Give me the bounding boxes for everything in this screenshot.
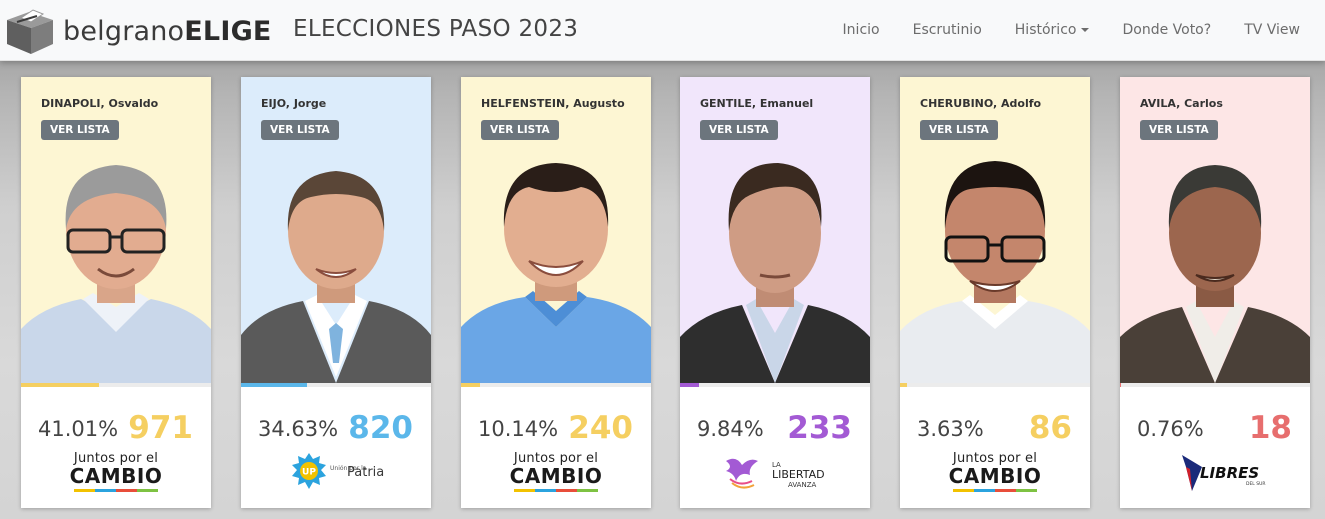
candidate-name: AVILA, Carlos bbox=[1140, 97, 1223, 110]
party-small: LA bbox=[772, 461, 781, 469]
candidate-name: EIJO, Jorge bbox=[261, 97, 327, 110]
vote-percent: 3.63% bbox=[917, 417, 984, 441]
card-header: GENTILE, Emanuel VER LISTA bbox=[680, 77, 870, 383]
candidate-card-dinapoli: DINAPOLI, Osvaldo VER LISTA 41.01% 971 J… bbox=[21, 77, 211, 508]
party-main: LIBRES bbox=[1200, 464, 1259, 482]
nav-historico[interactable]: Histórico bbox=[1015, 22, 1090, 38]
party-line-2: CAMBIO bbox=[948, 464, 1042, 488]
page-title: ELECCIONES PASO 2023 bbox=[293, 16, 579, 42]
card-header: HELFENSTEIN, Augusto VER LISTA bbox=[461, 77, 651, 383]
party-line-1: Juntos por el bbox=[73, 451, 159, 466]
vote-percent: 41.01% bbox=[38, 417, 119, 441]
card-header: EIJO, Jorge VER LISTA bbox=[241, 77, 431, 383]
vote-share-fill bbox=[680, 383, 699, 387]
candidate-card-avila: AVILA, Carlos VER LISTA 0.76% 18 LIBRES … bbox=[1120, 77, 1310, 508]
candidate-card-cherubino: CHERUBINO, Adolfo VER LISTA 3.63% 86 Jun… bbox=[900, 77, 1090, 508]
party-logo-la-libertad-avanza: LA LIBERTAD AVANZA bbox=[680, 451, 870, 495]
party-logo-juntos-por-el-cambio: Juntos por el CAMBIO bbox=[461, 451, 651, 495]
party-color-stripe bbox=[953, 489, 1037, 492]
party-line-2: CAMBIO bbox=[69, 464, 163, 488]
ver-lista-button[interactable]: VER LISTA bbox=[1140, 120, 1218, 140]
vote-share-bar bbox=[21, 383, 211, 387]
vote-count: 971 bbox=[128, 410, 193, 446]
ver-lista-button[interactable]: VER LISTA bbox=[481, 120, 559, 140]
vote-count: 233 bbox=[787, 410, 852, 446]
brand-logo[interactable]: belgranoELIGE bbox=[3, 6, 272, 56]
brand-name: belgranoELIGE bbox=[63, 16, 272, 47]
vote-share-fill bbox=[241, 383, 307, 387]
vote-share-bar bbox=[1120, 383, 1310, 387]
vote-count: 820 bbox=[348, 410, 413, 446]
party-main: Patria bbox=[347, 465, 384, 480]
party-small: Unión por la bbox=[330, 465, 367, 472]
vote-share-bar bbox=[900, 383, 1090, 387]
vote-percent: 34.63% bbox=[258, 417, 339, 441]
brand-light: belgrano bbox=[63, 15, 185, 47]
candidate-card-gentile: GENTILE, Emanuel VER LISTA 9.84% 233 LA … bbox=[680, 77, 870, 508]
party-logo-union-por-la-patria: UP Unión por la Patria bbox=[241, 451, 431, 495]
party-logo-libres-del-sur: LIBRES DEL SUR bbox=[1120, 451, 1310, 495]
party-logo-juntos-por-el-cambio: Juntos por el CAMBIO bbox=[21, 451, 211, 495]
vote-count: 86 bbox=[1028, 410, 1072, 446]
candidate-portrait-icon bbox=[1120, 165, 1310, 383]
candidate-card-eijo: EIJO, Jorge VER LISTA 34.63% 820 UP Unió… bbox=[241, 77, 431, 508]
card-header: CHERUBINO, Adolfo VER LISTA bbox=[900, 77, 1090, 383]
candidate-name: GENTILE, Emanuel bbox=[700, 97, 814, 110]
candidate-portrait-icon bbox=[461, 163, 651, 383]
ver-lista-button[interactable]: VER LISTA bbox=[261, 120, 339, 140]
vote-share-fill bbox=[900, 383, 907, 387]
party-color-stripe bbox=[514, 489, 598, 492]
candidate-portrait-icon bbox=[900, 161, 1090, 383]
nav-tv-view[interactable]: TV View bbox=[1244, 22, 1300, 38]
party-sub: DEL SUR bbox=[1246, 481, 1266, 487]
vote-count: 18 bbox=[1248, 410, 1292, 446]
ballot-box-icon bbox=[3, 6, 57, 56]
party-sub: AVANZA bbox=[788, 481, 817, 489]
party-logo-juntos-por-el-cambio: Juntos por el CAMBIO bbox=[900, 451, 1090, 495]
top-navbar: belgranoELIGE ELECCIONES PASO 2023 Inici… bbox=[0, 0, 1325, 61]
vote-share-fill bbox=[21, 383, 99, 387]
ver-lista-button[interactable]: VER LISTA bbox=[700, 120, 778, 140]
nav-donde-voto[interactable]: Donde Voto? bbox=[1122, 22, 1212, 38]
candidate-portrait-icon bbox=[241, 171, 431, 383]
candidate-portrait-icon bbox=[680, 163, 870, 383]
main-nav: Inicio Escrutinio Histórico Donde Voto? … bbox=[810, 0, 1300, 60]
nav-escrutinio[interactable]: Escrutinio bbox=[912, 22, 982, 38]
nav-inicio[interactable]: Inicio bbox=[842, 22, 880, 38]
party-line-2: CAMBIO bbox=[509, 464, 603, 488]
party-line-1: Juntos por el bbox=[513, 451, 599, 466]
ver-lista-button[interactable]: VER LISTA bbox=[920, 120, 998, 140]
brand-bold: ELIGE bbox=[184, 15, 272, 47]
vote-share-bar bbox=[461, 383, 651, 387]
candidate-name: DINAPOLI, Osvaldo bbox=[41, 97, 159, 110]
party-color-stripe bbox=[74, 489, 158, 492]
vote-count: 240 bbox=[568, 410, 633, 446]
candidate-card-helfenstein: HELFENSTEIN, Augusto VER LISTA 10.14% 24… bbox=[461, 77, 651, 508]
card-header: DINAPOLI, Osvaldo VER LISTA bbox=[21, 77, 211, 383]
candidate-portrait-icon bbox=[21, 165, 211, 383]
party-main: LIBERTAD bbox=[772, 468, 825, 481]
svg-text:UP: UP bbox=[302, 468, 316, 478]
card-header: AVILA, Carlos VER LISTA bbox=[1120, 77, 1310, 383]
candidate-name: CHERUBINO, Adolfo bbox=[920, 97, 1042, 110]
nav-historico-label: Histórico bbox=[1014, 22, 1077, 38]
vote-percent: 9.84% bbox=[697, 417, 764, 441]
vote-share-bar bbox=[680, 383, 870, 387]
party-line-1: Juntos por el bbox=[952, 451, 1038, 466]
candidate-name: HELFENSTEIN, Augusto bbox=[481, 97, 625, 110]
vote-percent: 10.14% bbox=[478, 417, 559, 441]
ver-lista-button[interactable]: VER LISTA bbox=[41, 120, 119, 140]
vote-share-bar bbox=[241, 383, 431, 387]
vote-share-fill bbox=[461, 383, 481, 387]
vote-percent: 0.76% bbox=[1137, 417, 1204, 441]
caret-down-icon bbox=[1081, 28, 1090, 32]
vote-share-fill bbox=[1120, 383, 1122, 387]
